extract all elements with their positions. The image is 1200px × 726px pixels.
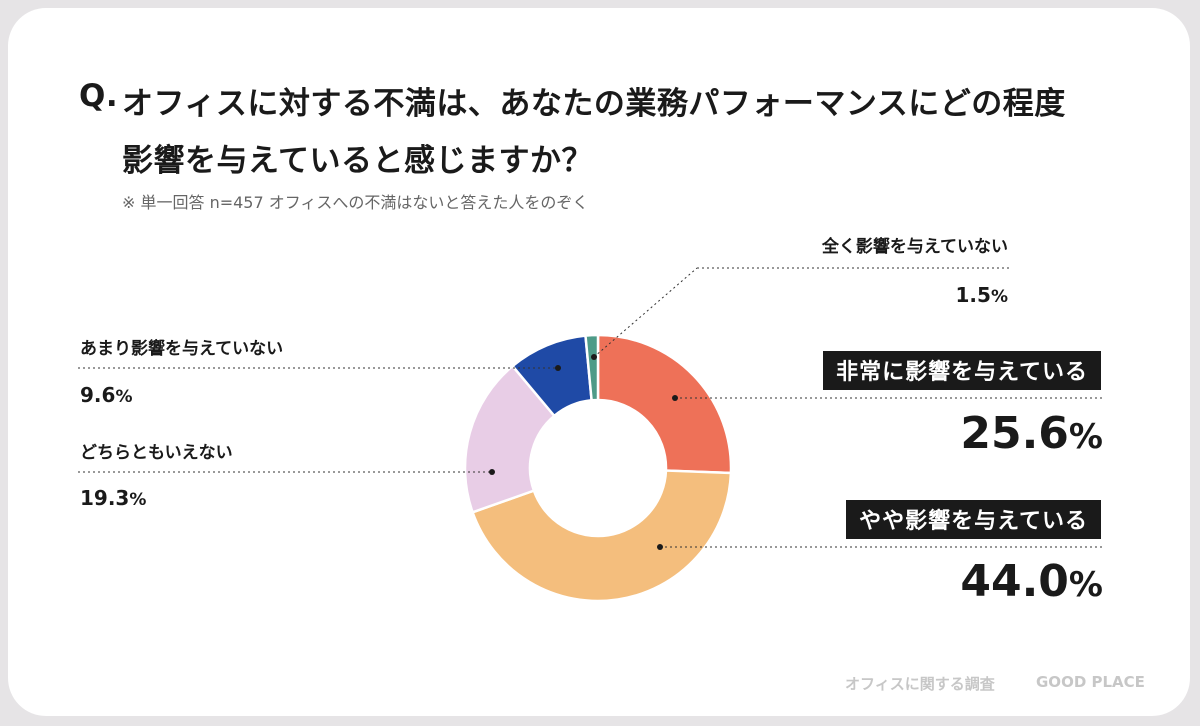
slice-neutral: [463, 364, 557, 514]
value-none-number: 1.5: [955, 283, 991, 307]
question-mark: Q.: [79, 78, 119, 114]
question-line-2: 影響を与えていると感じますか？: [122, 143, 593, 179]
footer-survey-name: オフィスに関する調査: [845, 675, 995, 693]
respondent-note: ※ 単一回答 n=457 オフィスへの不満はないと答えた人をのぞく: [122, 193, 589, 212]
slice-none: [584, 333, 600, 402]
leader-dot-neutral: [489, 469, 495, 475]
value-none: 1.5%: [956, 283, 1008, 307]
question-line-1: オフィスに対する不満は、あなたの業務パフォーマンスにどの程度: [122, 86, 1066, 122]
value-very-number: 25.6: [960, 408, 1069, 459]
leader-dot-somewhat: [657, 544, 663, 550]
value-very-unit: %: [1068, 417, 1103, 457]
value-not-much-unit: %: [115, 387, 133, 407]
value-somewhat-number: 44.0: [960, 556, 1069, 607]
label-somewhat: やや影響を与えている: [846, 500, 1101, 539]
label-very: 非常に影響を与えている: [823, 351, 1101, 390]
leader-lines: [78, 267, 1103, 550]
value-not-much-number: 9.6: [80, 383, 116, 407]
value-somewhat: 44.0%: [960, 556, 1103, 607]
label-not-much: あまり影響を与えていない: [80, 339, 284, 359]
label-none: 全く影響を与えていない: [821, 237, 1008, 257]
value-none-unit: %: [990, 287, 1008, 307]
leader-dot-none: [591, 354, 597, 360]
value-neutral-number: 19.3: [80, 486, 130, 510]
value-very: 25.6%: [960, 408, 1103, 459]
leader-dot-not-much: [555, 365, 561, 371]
slice-somewhat: [470, 469, 733, 603]
footer-brand: GOOD PLACE: [1036, 673, 1145, 691]
label-neutral: どちらともいえない: [80, 443, 233, 463]
value-neutral-unit: %: [129, 490, 147, 510]
value-neutral: 19.3%: [80, 486, 146, 510]
donut-slices: [463, 333, 733, 603]
slice-very: [596, 333, 733, 475]
value-not-much: 9.6%: [80, 383, 132, 407]
value-somewhat-unit: %: [1068, 565, 1103, 605]
leader-dot-very: [672, 395, 678, 401]
